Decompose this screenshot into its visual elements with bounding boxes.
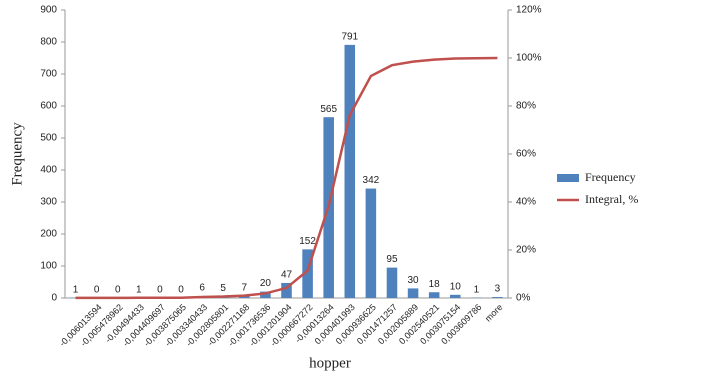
y-tick-label: 700	[40, 69, 57, 80]
data-label: 3	[495, 284, 501, 295]
bar	[239, 295, 250, 298]
y-tick-label: 600	[40, 101, 57, 112]
bar	[365, 188, 377, 298]
data-label: 47	[281, 270, 293, 281]
y-tick-label: 400	[40, 165, 57, 176]
data-label: 0	[115, 285, 121, 296]
data-label: 152	[299, 236, 316, 247]
bar	[281, 282, 292, 298]
data-label: 5	[220, 283, 226, 294]
bar	[492, 297, 503, 298]
y-tick-label: 200	[40, 229, 57, 240]
data-label: 18	[429, 279, 441, 290]
data-label: 6	[199, 283, 205, 294]
y2-tick-label: 100%	[516, 53, 542, 64]
y-tick-label: 100	[40, 261, 57, 272]
data-label: 791	[341, 32, 358, 43]
data-label: 1	[136, 284, 142, 295]
bar	[386, 267, 398, 298]
y2-tick-label: 0%	[516, 293, 531, 304]
y2-tick-label: 40%	[516, 197, 536, 208]
bar	[302, 249, 313, 298]
y-tick-label: 0	[51, 293, 57, 304]
y-tick-label: 800	[40, 37, 57, 48]
legend-swatch	[557, 174, 579, 182]
data-label: 1	[73, 284, 79, 295]
data-label: 342	[363, 175, 380, 186]
bar	[344, 44, 356, 298]
data-label: 95	[386, 254, 398, 265]
data-label: 0	[94, 285, 100, 296]
y2-tick-label: 80%	[516, 101, 536, 112]
y2-tick-label: 20%	[516, 245, 536, 256]
bar	[407, 288, 419, 298]
legend-label: Integral, %	[585, 192, 638, 206]
legend-label: Frequency	[585, 170, 636, 184]
y2-tick-label: 60%	[516, 149, 536, 160]
x-tick-label: more	[483, 302, 505, 324]
data-label: 30	[408, 275, 420, 286]
y-tick-label: 500	[40, 133, 57, 144]
y-tick-label: 300	[40, 197, 57, 208]
data-label: 20	[260, 278, 272, 289]
data-label: 7	[242, 282, 248, 293]
x-axis-title: hopper	[309, 355, 351, 371]
bar	[449, 294, 461, 298]
line	[75, 56, 498, 300]
bar	[428, 292, 440, 298]
data-label: 10	[450, 281, 462, 292]
y2-tick-label: 120%	[516, 5, 542, 16]
data-label: 0	[157, 285, 163, 296]
data-label: 565	[320, 104, 337, 115]
y-tick-label: 900	[40, 5, 57, 16]
data-label: 1	[474, 284, 480, 295]
bar	[260, 291, 271, 298]
y-axis-title: Frequency	[9, 122, 25, 186]
data-label: 0	[178, 285, 184, 296]
